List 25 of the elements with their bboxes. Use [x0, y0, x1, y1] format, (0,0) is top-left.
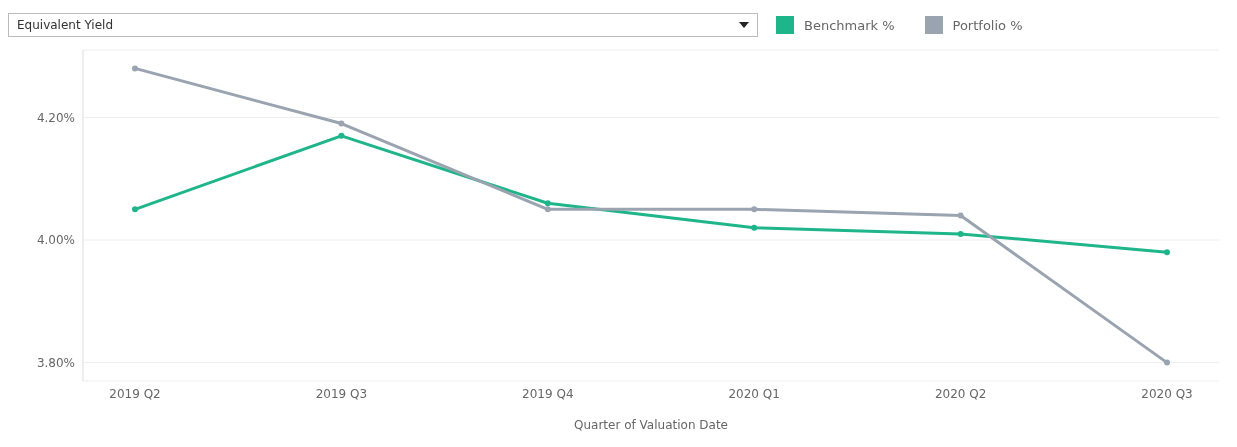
x-tick-label: 2019 Q2	[109, 386, 161, 401]
point	[544, 206, 551, 213]
point	[1164, 359, 1170, 366]
x-tick-label: 2019 Q4	[522, 386, 574, 401]
y-tick-label: 4.20%	[36, 110, 75, 125]
point	[338, 132, 345, 139]
chart-title: Equivalent Yield	[17, 18, 114, 32]
point	[544, 200, 551, 207]
point	[751, 206, 758, 213]
point	[957, 212, 964, 219]
point	[338, 120, 345, 127]
x-tick-label: 2019 Q3	[315, 386, 368, 401]
x-axis-title: Quarter of Valuation Date	[574, 418, 728, 432]
x-tick-label: 2020 Q1	[728, 386, 780, 401]
y-tick-label: 4.00%	[36, 233, 75, 248]
point	[132, 206, 138, 213]
point	[1164, 249, 1170, 256]
point	[132, 65, 138, 72]
point	[751, 224, 758, 231]
x-tick-label: 2020 Q2	[934, 386, 987, 401]
y-tick-label: 3.80%	[36, 355, 75, 370]
x-tick-label: 2020 Q3	[1141, 386, 1193, 401]
legend-label: Benchmark %	[804, 17, 895, 33]
point	[957, 230, 964, 237]
legend-label: Portfolio %	[952, 17, 1023, 33]
